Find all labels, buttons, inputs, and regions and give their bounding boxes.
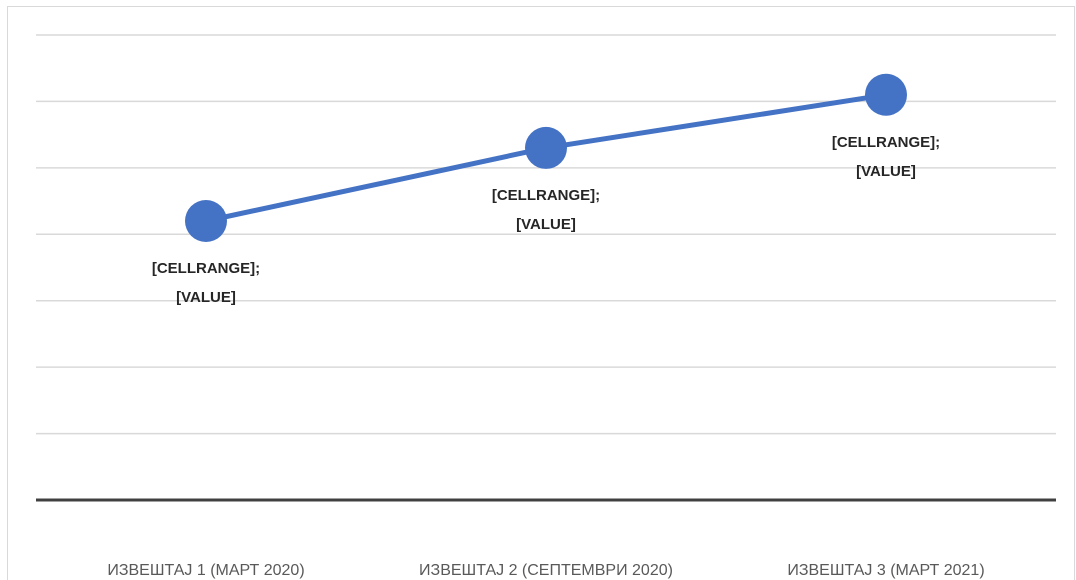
chart-frame	[7, 6, 1075, 580]
x-tick-label: ИЗВЕШТАЈ 2 (СЕПТЕМВРИ 2020)	[419, 562, 673, 579]
data-label: [CELLRANGE];	[832, 134, 940, 151]
marker	[185, 200, 227, 242]
x-tick-label: ИЗВЕШТАЈ 1 (МАРТ 2020)	[107, 562, 304, 579]
data-label: [VALUE]	[516, 216, 576, 233]
x-tick-label: ИЗВЕШТАЈ 3 (МАРТ 2021)	[787, 562, 984, 579]
data-label: [CELLRANGE];	[492, 187, 600, 204]
data-label: [VALUE]	[176, 289, 236, 306]
data-label: [CELLRANGE];	[152, 260, 260, 277]
marker	[525, 126, 567, 169]
marker	[865, 73, 907, 116]
data-label: [VALUE]	[856, 163, 916, 180]
